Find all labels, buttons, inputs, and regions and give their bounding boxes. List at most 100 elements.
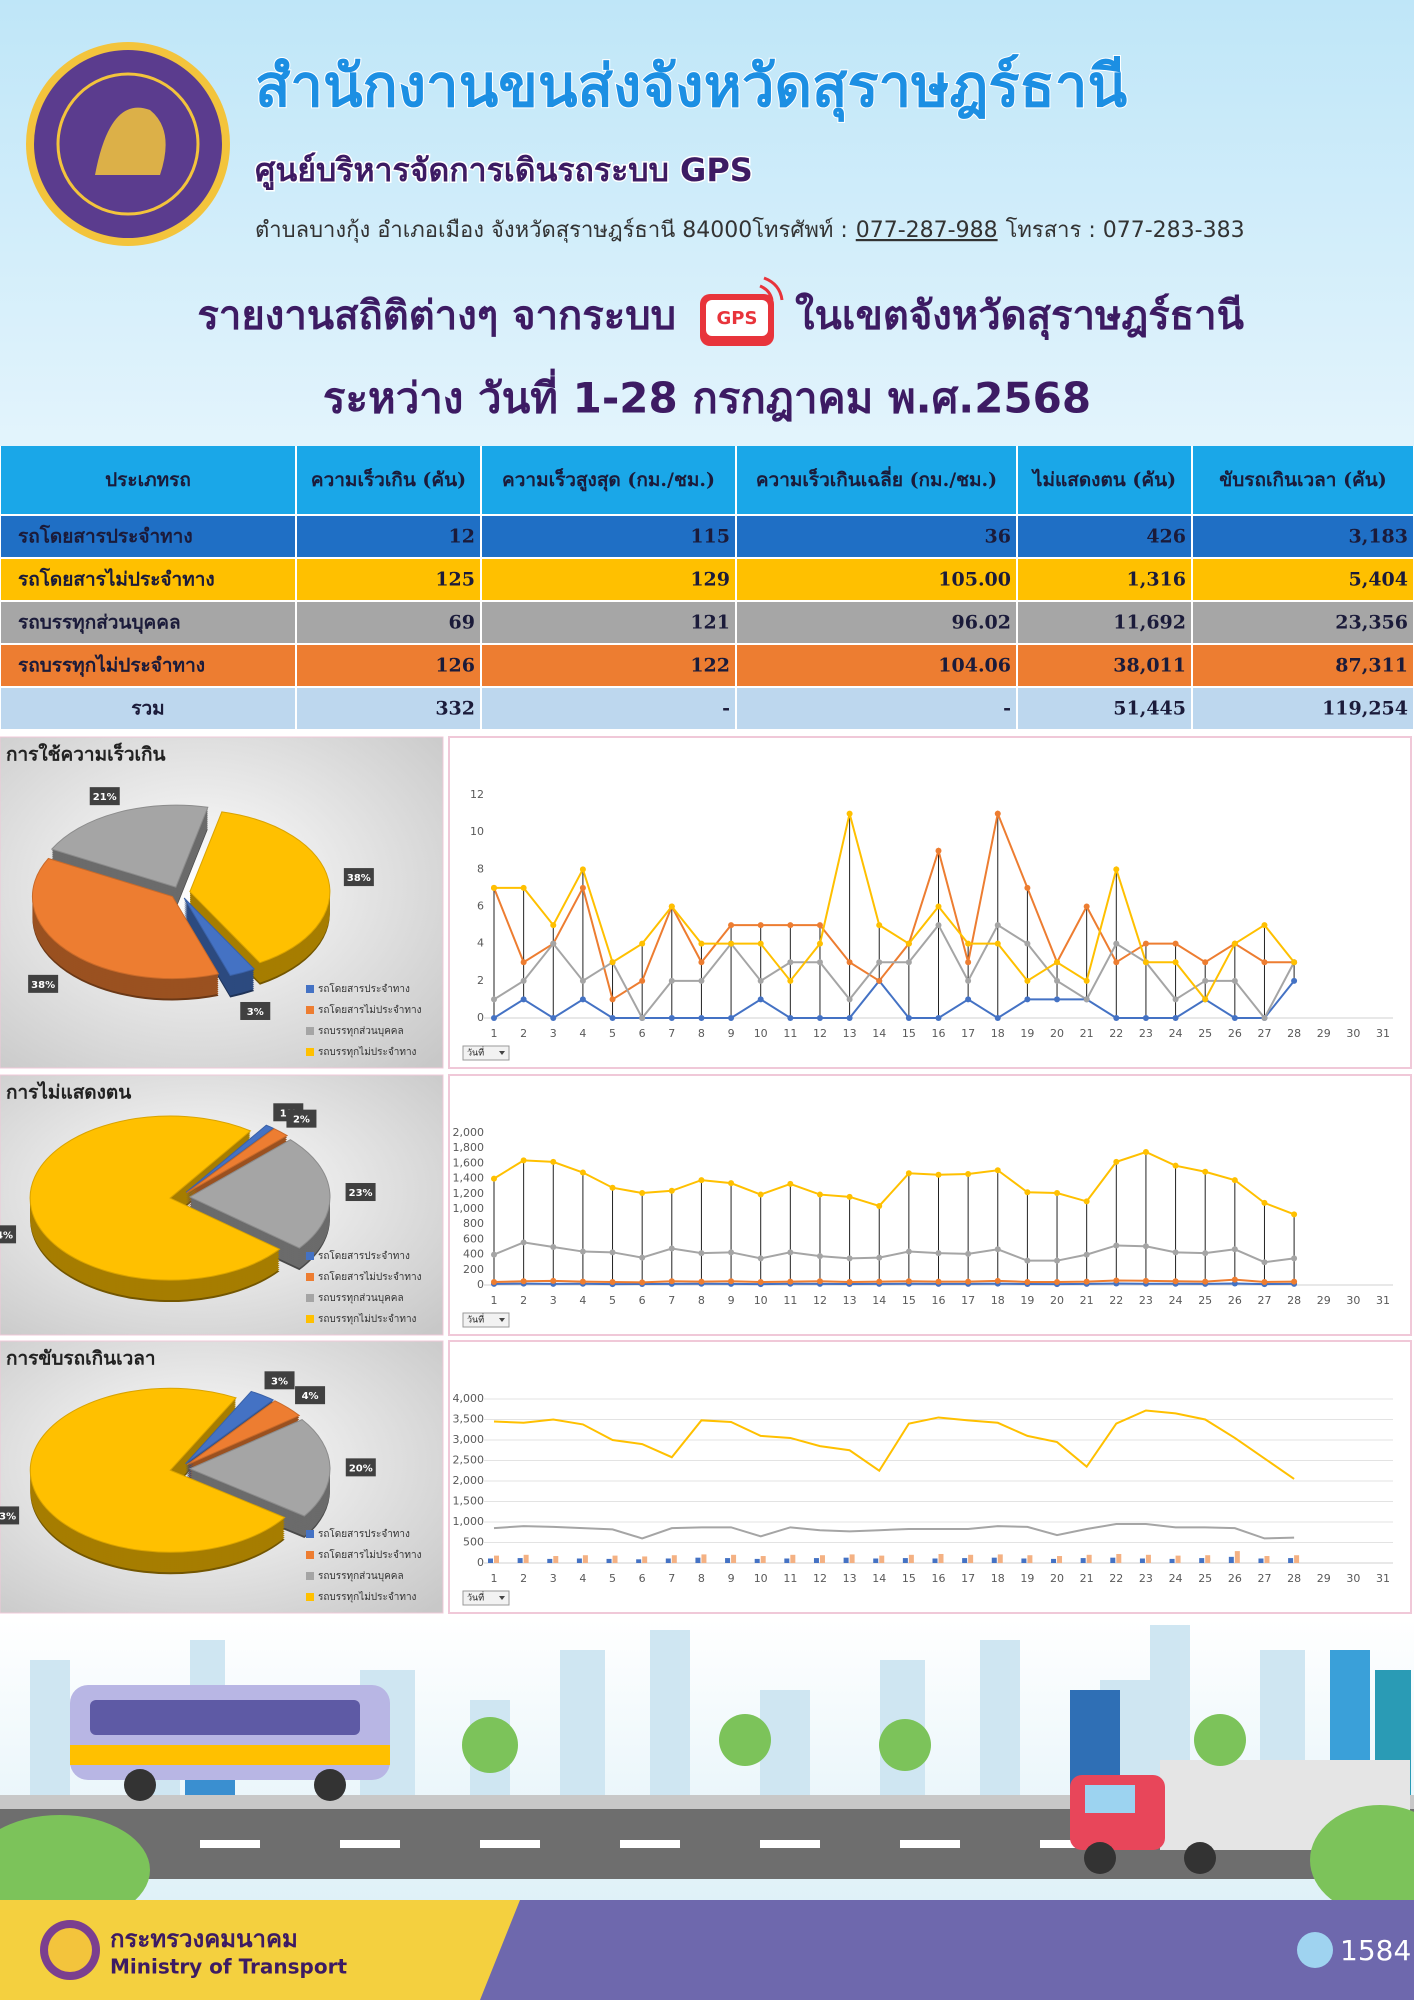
x-tick-label: 14 bbox=[872, 1027, 886, 1040]
bar bbox=[873, 1558, 879, 1563]
x-tick-label: 8 bbox=[698, 1294, 705, 1307]
point bbox=[520, 1239, 527, 1246]
point bbox=[1291, 1211, 1298, 1218]
point bbox=[520, 959, 527, 966]
point bbox=[520, 1157, 527, 1164]
x-tick-label: 13 bbox=[843, 1027, 857, 1040]
point bbox=[1202, 1250, 1209, 1257]
point bbox=[1113, 959, 1120, 966]
pie-slice bbox=[29, 1387, 286, 1553]
bar bbox=[819, 1555, 825, 1563]
point bbox=[1202, 977, 1209, 984]
pie-slice bbox=[185, 1124, 275, 1193]
x-tick-label: 20 bbox=[1050, 1027, 1064, 1040]
bar bbox=[991, 1557, 997, 1563]
pie-label-box bbox=[0, 1225, 17, 1244]
point bbox=[935, 903, 942, 910]
legend-label: รถบรรทุกไม่ประจำทาง bbox=[318, 1313, 417, 1325]
pie-label-box bbox=[286, 1109, 317, 1128]
point bbox=[905, 1170, 912, 1177]
point bbox=[1083, 996, 1090, 1003]
table-cell bbox=[1, 559, 295, 600]
series-line bbox=[493, 979, 1295, 1020]
header-cell bbox=[297, 446, 480, 514]
bar bbox=[849, 1554, 855, 1563]
header-cell bbox=[1193, 446, 1413, 514]
filter-label[interactable]: วันที่ bbox=[467, 1046, 484, 1059]
header-text: ความเร็วเกินเฉลี่ย (กม./ชม.) bbox=[756, 466, 997, 491]
point bbox=[905, 1015, 912, 1021]
y-tick-label: 1,400 bbox=[453, 1172, 485, 1185]
phone[interactable]: 077-287-988 bbox=[856, 218, 998, 243]
pie-slice bbox=[183, 897, 256, 977]
table-value: 36 bbox=[985, 526, 1011, 548]
point bbox=[579, 866, 586, 873]
table-value: 87,311 bbox=[1335, 655, 1408, 677]
point bbox=[609, 959, 616, 966]
y-tick-label: 2,000 bbox=[453, 1126, 485, 1139]
legend-swatch bbox=[306, 1551, 314, 1559]
point bbox=[757, 922, 764, 929]
x-tick-label: 5 bbox=[609, 1027, 616, 1040]
y-tick-label: 0 bbox=[477, 1011, 484, 1024]
point bbox=[579, 884, 586, 891]
point bbox=[1024, 996, 1031, 1003]
header-text: ประเภทรถ bbox=[105, 469, 191, 491]
header-cell bbox=[1018, 446, 1191, 514]
y-tick-label: 1,500 bbox=[453, 1495, 485, 1508]
y-tick-label: 12 bbox=[470, 788, 484, 801]
point bbox=[965, 1171, 972, 1178]
point bbox=[994, 1015, 1001, 1021]
x-tick-label: 6 bbox=[639, 1294, 646, 1307]
phone-label: โทรศัพท์ : bbox=[752, 217, 848, 243]
filter-button[interactable] bbox=[462, 1045, 510, 1061]
x-tick-label: 2 bbox=[520, 1294, 527, 1307]
x-tick-label: 10 bbox=[754, 1572, 768, 1585]
row-label: รถบรรทุกส่วนบุคคล bbox=[18, 612, 181, 635]
line-panel bbox=[448, 736, 1412, 1069]
point bbox=[668, 1187, 675, 1194]
x-tick-label: 16 bbox=[932, 1572, 946, 1585]
gps-icon: GPS bbox=[700, 276, 784, 346]
point bbox=[787, 1249, 794, 1256]
point bbox=[787, 922, 794, 929]
point bbox=[1113, 866, 1120, 873]
point bbox=[1054, 1257, 1061, 1264]
filter-button[interactable] bbox=[462, 1312, 510, 1328]
x-tick-label: 17 bbox=[961, 1572, 975, 1585]
bar bbox=[1294, 1555, 1300, 1563]
point bbox=[579, 1248, 586, 1255]
point bbox=[816, 940, 823, 947]
x-tick-label: 9 bbox=[728, 1572, 735, 1585]
bar bbox=[1116, 1553, 1122, 1563]
point bbox=[639, 977, 646, 984]
point bbox=[965, 977, 972, 984]
filter-label[interactable]: วันที่ bbox=[467, 1591, 484, 1604]
x-tick-label: 4 bbox=[579, 1027, 586, 1040]
filter-label[interactable]: วันที่ bbox=[467, 1313, 484, 1326]
point bbox=[994, 922, 1001, 929]
x-tick-label: 26 bbox=[1228, 1294, 1242, 1307]
table-cell bbox=[482, 688, 735, 729]
y-tick-label: 10 bbox=[470, 825, 484, 838]
x-tick-label: 3 bbox=[550, 1027, 557, 1040]
ministry-en: Ministry of Transport bbox=[110, 1955, 347, 1979]
point bbox=[876, 1254, 883, 1261]
legend-label: รถโดยสารไม่ประจำทาง bbox=[318, 1003, 422, 1016]
fax: โทรสาร : 077-283-383 bbox=[1006, 217, 1245, 243]
point bbox=[935, 1250, 942, 1257]
report-title-right: ในเขตจังหวัดสุราษฎร์ธานี bbox=[795, 292, 1244, 341]
point bbox=[905, 940, 912, 947]
y-tick-label: 2,500 bbox=[453, 1454, 485, 1467]
y-tick-label: 0 bbox=[477, 1556, 484, 1569]
point bbox=[965, 996, 972, 1003]
point bbox=[1024, 1278, 1031, 1285]
pie-title: การใช้ความเร็วเกิน bbox=[6, 742, 165, 766]
header-cell bbox=[737, 446, 1016, 514]
point bbox=[1261, 1259, 1268, 1266]
point bbox=[579, 1278, 586, 1285]
filter-button[interactable] bbox=[462, 1590, 510, 1606]
table-value: 11,692 bbox=[1113, 612, 1186, 634]
table-cell bbox=[1, 645, 295, 686]
